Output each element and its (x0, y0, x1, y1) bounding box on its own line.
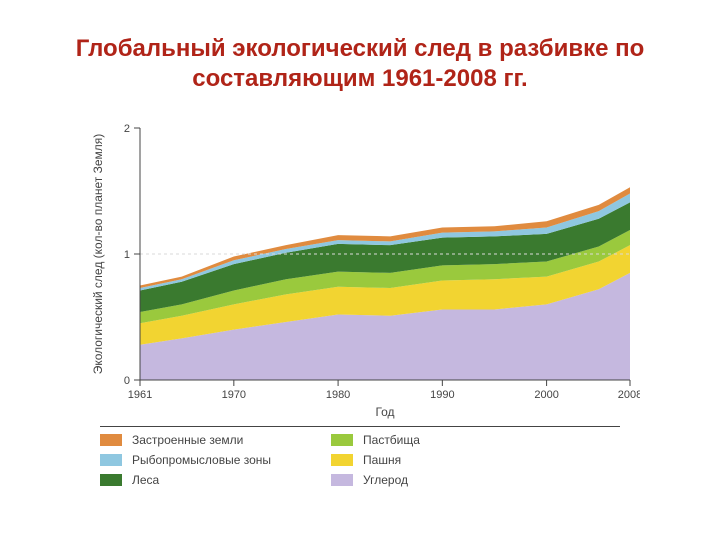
x-tick-label: 1990 (430, 389, 454, 401)
legend-label: Леса (132, 473, 159, 487)
legend-col-left: Застроенные земли Рыбопромысловые зоны Лес… (100, 433, 271, 487)
legend-label: Углерод (363, 473, 408, 487)
page-title: Глобальный экологический след в разбивке… (0, 16, 720, 104)
legend-label: Пастбища (363, 433, 420, 447)
legend-swatch (100, 454, 122, 466)
y-tick-label: 1 (124, 249, 130, 261)
x-tick-label: 2008 (618, 389, 640, 401)
legend-rule (100, 426, 620, 427)
legend-swatch (331, 474, 353, 486)
legend: Застроенные земли Рыбопромысловые зоны Лес… (100, 426, 620, 487)
legend-item-grazing: Пастбища (331, 433, 420, 447)
x-tick-label: 1980 (326, 389, 350, 401)
y-tick-label: 0 (124, 375, 130, 387)
slide: { "title": { "text": "Глобальный экологи… (0, 16, 720, 556)
legend-item-carbon: Углерод (331, 473, 420, 487)
legend-col-right: Пастбища Пашня Углерод (331, 433, 420, 487)
legend-item-forest: Леса (100, 473, 271, 487)
legend-swatch (100, 434, 122, 446)
legend-columns: Застроенные земли Рыбопромысловые зоны Лес… (100, 433, 620, 487)
legend-item-builtup: Застроенные земли (100, 433, 271, 447)
y-tick-label: 2 (124, 123, 130, 135)
legend-item-fishing: Рыбопромысловые зоны (100, 453, 271, 467)
legend-swatch (331, 434, 353, 446)
legend-label: Рыбопромысловые зоны (132, 453, 271, 467)
legend-label: Застроенные земли (132, 433, 243, 447)
legend-item-cropland: Пашня (331, 453, 420, 467)
x-tick-label: 2000 (534, 389, 558, 401)
legend-swatch (100, 474, 122, 486)
legend-swatch (331, 454, 353, 466)
x-axis-label: Год (375, 405, 394, 419)
x-tick-label: 1961 (128, 389, 152, 401)
x-tick-label: 1970 (222, 389, 246, 401)
y-axis-label: Экологический след (кол-во планет Земля) (91, 134, 105, 375)
legend-label: Пашня (363, 453, 401, 467)
stacked-area-chart: 0 1 2 Экологический след (кол-во планет Зем… (80, 120, 640, 420)
